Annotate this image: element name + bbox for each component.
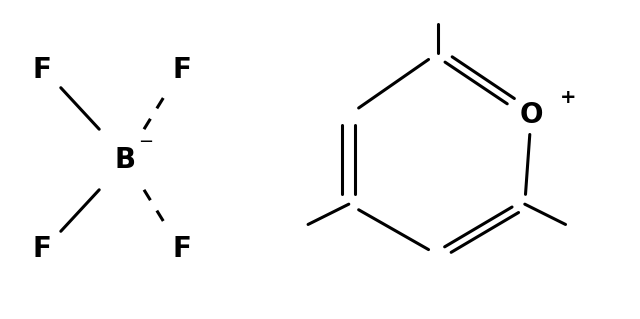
Text: O: O: [520, 101, 543, 129]
Text: B: B: [114, 145, 136, 174]
Text: −: −: [138, 133, 153, 151]
Text: F: F: [32, 235, 51, 263]
Text: F: F: [32, 56, 51, 84]
Text: +: +: [560, 88, 577, 107]
Text: F: F: [173, 235, 192, 263]
Text: F: F: [173, 56, 192, 84]
